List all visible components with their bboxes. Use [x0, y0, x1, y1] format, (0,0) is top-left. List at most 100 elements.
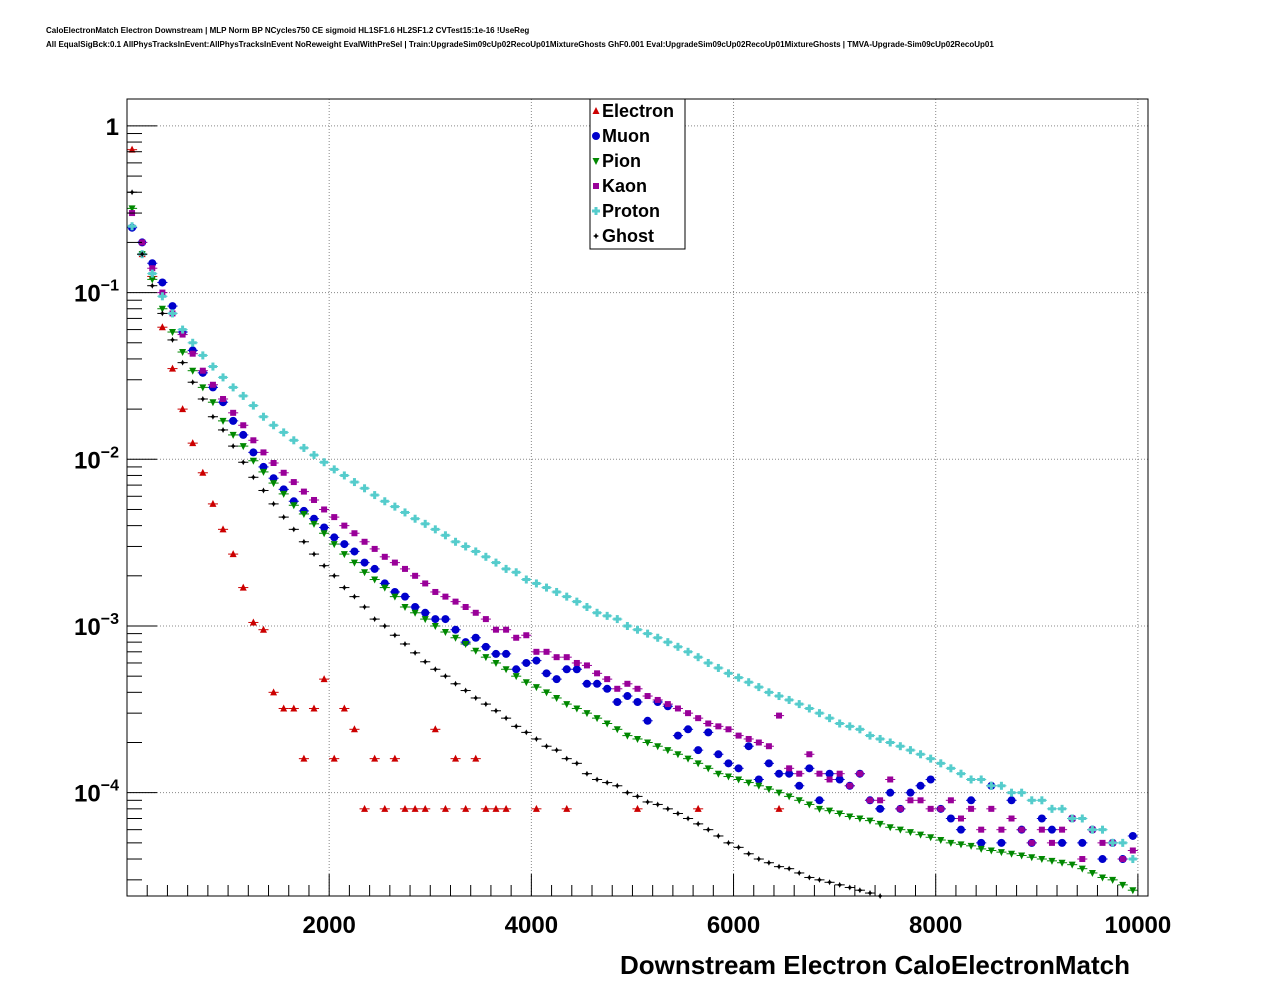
data-point-kaon — [217, 395, 229, 402]
data-point-kaon — [319, 506, 330, 513]
marker-shape — [744, 742, 753, 751]
marker-shape — [320, 530, 328, 538]
data-point-kaon — [379, 553, 390, 560]
data-point-muon — [450, 625, 461, 634]
marker-shape — [179, 359, 186, 366]
data-point-pion — [753, 782, 764, 790]
marker-shape — [239, 443, 247, 451]
marker-shape — [492, 659, 500, 667]
data-point-proton — [1077, 814, 1088, 823]
data-point-pion — [329, 541, 340, 549]
data-point-electron — [490, 804, 502, 812]
data-point-proton — [1046, 804, 1058, 813]
marker-shape — [685, 815, 692, 822]
marker-shape — [886, 824, 894, 832]
data-point-pion — [773, 789, 785, 797]
data-point-proton — [238, 391, 249, 400]
data-point-muon — [612, 697, 623, 706]
marker-shape — [209, 413, 216, 420]
data-point-ghost — [420, 658, 431, 665]
data-point-pion — [410, 609, 421, 617]
data-point-pion — [804, 801, 815, 809]
data-point-ghost — [834, 881, 845, 888]
marker-shape — [513, 634, 520, 641]
data-point-ghost — [157, 310, 168, 317]
marker-shape — [866, 817, 874, 825]
data-point-pion — [642, 739, 653, 747]
data-point-kaon — [814, 770, 825, 777]
data-point-electron — [430, 725, 441, 733]
data-point-ghost — [784, 865, 795, 872]
data-point-pion — [844, 813, 855, 821]
x-tick-label: 10000 — [1105, 912, 1172, 939]
marker-shape — [988, 805, 995, 812]
marker-shape — [472, 609, 479, 616]
data-point-muon — [1077, 838, 1088, 847]
data-point-kaon — [662, 701, 673, 708]
data-point-electron — [319, 675, 330, 683]
marker-shape — [1128, 831, 1137, 840]
data-point-pion — [258, 468, 269, 476]
marker-shape — [361, 569, 369, 577]
data-point-kaon — [996, 826, 1007, 833]
marker-shape — [856, 887, 863, 894]
data-point-electron — [379, 804, 390, 812]
marker-shape — [351, 593, 358, 600]
legend-box — [589, 98, 686, 250]
marker-shape — [350, 547, 359, 556]
marker-shape — [636, 625, 639, 634]
data-point-proton — [470, 547, 481, 556]
y-tick-label: 10−4 — [74, 778, 119, 808]
data-point-pion — [925, 834, 936, 842]
data-point-ghost — [430, 666, 441, 673]
data-point-ghost — [622, 789, 633, 796]
marker-shape — [199, 468, 207, 476]
data-point-ghost — [389, 632, 400, 639]
data-point-proton — [369, 491, 380, 500]
data-point-ghost — [592, 776, 603, 783]
data-point-pion — [1127, 887, 1138, 895]
marker-shape — [1099, 874, 1107, 882]
marker-shape — [381, 584, 389, 592]
series-kaon — [127, 210, 1138, 863]
data-point-kaon — [743, 735, 754, 742]
marker-shape — [999, 781, 1003, 790]
marker-shape — [340, 551, 348, 559]
legend-entry-proton: Proton — [592, 201, 660, 221]
marker-shape — [553, 654, 560, 661]
marker-shape — [593, 183, 599, 189]
data-point-electron — [632, 804, 643, 812]
data-point-electron — [207, 499, 218, 507]
data-point-kaon — [501, 626, 512, 633]
marker-shape — [148, 276, 156, 284]
marker-shape — [572, 665, 581, 674]
marker-shape — [492, 626, 499, 633]
data-point-kaon — [1036, 826, 1047, 833]
data-point-proton — [854, 725, 865, 734]
marker-shape — [231, 383, 235, 392]
data-point-electron — [460, 804, 471, 812]
marker-shape — [462, 603, 469, 610]
data-point-proton — [1117, 838, 1128, 847]
marker-shape — [623, 692, 632, 701]
data-point-ghost — [460, 687, 471, 694]
data-point-proton — [693, 653, 704, 662]
data-point-kaon — [763, 743, 774, 750]
marker-shape — [1028, 854, 1036, 862]
data-point-kaon — [480, 616, 491, 623]
data-point-ghost — [410, 649, 421, 656]
data-point-proton — [976, 775, 987, 784]
marker-shape — [787, 695, 791, 704]
marker-shape — [290, 502, 298, 510]
data-point-pion — [814, 805, 825, 813]
data-point-proton — [915, 750, 926, 759]
marker-shape — [199, 395, 206, 402]
marker-shape — [1080, 814, 1084, 823]
marker-shape — [361, 603, 368, 610]
marker-shape — [391, 593, 399, 601]
data-point-pion — [733, 776, 744, 784]
data-point-kaon — [308, 496, 320, 503]
marker-shape — [1008, 850, 1016, 858]
marker-shape — [998, 826, 1005, 833]
marker-shape — [644, 693, 651, 700]
